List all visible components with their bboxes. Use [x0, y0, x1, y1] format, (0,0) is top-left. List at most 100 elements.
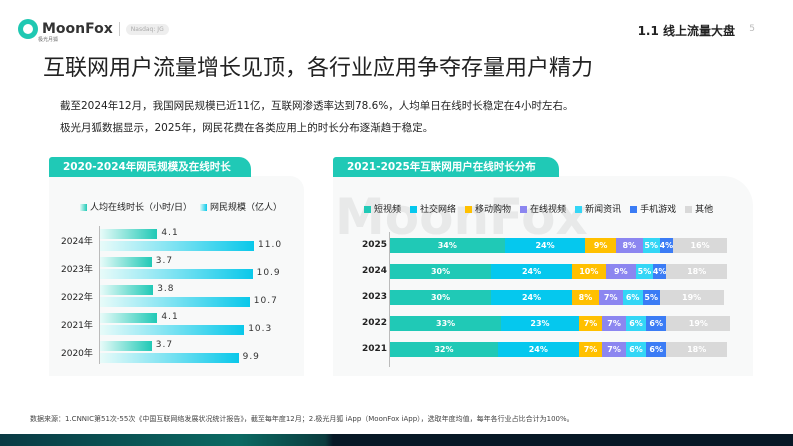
page-number: 5 — [749, 24, 755, 34]
category-label: 2022 — [362, 318, 388, 328]
data-source-note: 数据来源：1.CNNIC第51次-55次《中国互联网络发展状况统计报告》，截至每… — [30, 415, 574, 423]
legend-label: 新闻资讯 — [585, 205, 622, 215]
data-label: 4.1 — [161, 228, 179, 238]
paragraph: 极光月狐数据显示，2025年，网民花费在各类应用上的时长分布逐渐趋于稳定。 — [60, 122, 434, 134]
bar — [100, 325, 245, 335]
category-label: 2023 — [362, 292, 388, 302]
bar-segment: 30% — [390, 264, 492, 279]
legend-label: 网民规模（亿人） — [210, 203, 283, 213]
left-chart-title: 2020-2024年网民规模及在线时长 — [49, 157, 251, 177]
moonfox-logo: MoonFox Nasdaq: JG — [18, 19, 169, 39]
bar-segment: 7% — [598, 290, 623, 305]
category-label: 2021 — [362, 344, 388, 354]
watermark: MoonFox — [335, 188, 588, 246]
legend-item: 人均在线时长（小时/日） — [80, 200, 192, 213]
bar-segment: 5% — [642, 290, 660, 305]
bar-segment: 10% — [571, 264, 606, 279]
bar-segment: 18% — [666, 264, 727, 279]
bar-segment: 24% — [491, 264, 572, 279]
data-label: 9.9 — [242, 352, 260, 362]
bar-segment: 7% — [602, 316, 626, 331]
category-label: 2021年 — [61, 321, 93, 331]
bar-segment: 7% — [602, 342, 626, 357]
category-label: 2020年 — [61, 349, 93, 359]
data-label: 4.1 — [161, 312, 179, 322]
data-label: 3.7 — [155, 340, 174, 350]
legend-item: 在线视频 — [520, 202, 566, 215]
legend-item: 移动购物 — [465, 202, 511, 215]
category-label: 2022年 — [61, 293, 93, 303]
bar — [100, 269, 253, 279]
bar-segment: 24% — [497, 342, 579, 357]
bar-segment: 16% — [673, 238, 727, 253]
bar-segment: 4% — [652, 264, 666, 279]
legend-item: 网民规模（亿人） — [200, 200, 282, 213]
right-chart-title: 2021-2025年互联网用户在线时长分布 — [333, 157, 559, 177]
bar-segment: 6% — [625, 342, 647, 357]
bar — [100, 257, 152, 267]
legend-label: 短视频 — [374, 205, 402, 215]
section-title: 1.1 线上流量大盘 — [637, 24, 735, 38]
bar — [100, 241, 254, 251]
data-label: 3.8 — [157, 284, 175, 294]
data-label: 11.0 — [258, 240, 283, 250]
divider — [118, 22, 120, 36]
data-label: 10.3 — [248, 324, 273, 334]
bar — [100, 229, 158, 239]
bar-segment: 19% — [666, 316, 731, 331]
legend-label: 移动购物 — [475, 205, 512, 215]
data-label: 10.9 — [256, 268, 281, 278]
category-label: 2023年 — [61, 265, 93, 275]
legend-label: 其他 — [695, 205, 714, 215]
legend-item: 新闻资讯 — [575, 202, 621, 215]
footer-band — [0, 434, 793, 446]
bar-segment: 23% — [501, 316, 579, 331]
bar-segment: 32% — [390, 342, 498, 357]
page-title: 互联网用户流量增长见顶，各行业应用争夺存量用户精力 — [43, 56, 594, 81]
bar-segment: 24% — [491, 290, 572, 305]
brand-subtitle: 极光月狐 — [38, 37, 59, 43]
bar-segment: 6% — [646, 316, 667, 331]
y-axis — [99, 226, 100, 364]
bar-segment: 8% — [571, 290, 599, 305]
bar-segment: 5% — [636, 264, 653, 279]
y-axis — [389, 232, 390, 367]
brand-name: MoonFox — [42, 21, 113, 37]
legend-item: 其他 — [685, 202, 713, 215]
legend: 短视频 社交网络 移动购物 在线视频 新闻资讯 手机游戏 其他 — [364, 202, 713, 215]
bar-segment: 7% — [578, 342, 603, 357]
bar-segment: 24% — [504, 238, 586, 253]
bar-segment: 8% — [615, 238, 643, 253]
bar — [100, 313, 158, 323]
legend-item: 社交网络 — [410, 202, 456, 215]
bar-segment: 6% — [646, 342, 667, 357]
ticker-badge: Nasdaq: JG — [125, 23, 169, 35]
legend-item: 短视频 — [364, 202, 401, 215]
paragraph: 截至2024年12月，我国网民规模已近11亿，互联网渗透率达到78.6%，人均单… — [60, 100, 574, 112]
legend: 人均在线时长（小时/日） 网民规模（亿人） — [80, 200, 282, 213]
bar-segment: 30% — [390, 290, 492, 305]
bar — [100, 285, 154, 295]
bar-segment: 7% — [578, 316, 603, 331]
data-label: 10.7 — [253, 296, 278, 306]
bar-segment: 9% — [585, 238, 616, 253]
bar-segment: 18% — [666, 342, 727, 357]
data-label: 3.7 — [155, 256, 174, 266]
category-label: 2024 — [362, 266, 388, 276]
bar — [100, 353, 239, 363]
bar-segment: 4% — [659, 238, 673, 253]
logo-mark-icon — [18, 19, 38, 39]
bar-segment: 34% — [390, 238, 505, 253]
bar — [100, 297, 250, 307]
legend-label: 社交网络 — [420, 205, 457, 215]
legend-item: 手机游戏 — [630, 202, 676, 215]
category-label: 2024年 — [61, 237, 93, 247]
legend-label: 手机游戏 — [640, 205, 677, 215]
bar-segment: 5% — [642, 238, 660, 253]
legend-label: 人均在线时长（小时/日） — [90, 203, 193, 213]
bar-segment: 6% — [622, 290, 643, 305]
bar-segment: 9% — [605, 264, 636, 279]
category-label: 2025 — [362, 240, 388, 250]
bar-segment: 33% — [390, 316, 502, 331]
bar-segment: 19% — [659, 290, 724, 305]
